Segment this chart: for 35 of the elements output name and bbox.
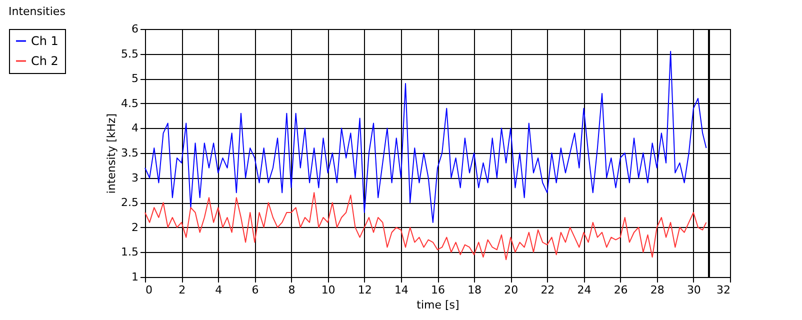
legend-label: Ch 2 bbox=[31, 54, 58, 68]
x-axis-title: time [s] bbox=[416, 298, 460, 312]
x-tick-label: 8 bbox=[288, 284, 296, 296]
x-tick-label: 26 bbox=[614, 284, 628, 296]
y-tick-label: 1 bbox=[132, 270, 138, 284]
x-tick-label: 12 bbox=[358, 284, 372, 296]
y-tick-label: 5 bbox=[132, 72, 138, 86]
x-tick-label: 28 bbox=[650, 284, 664, 296]
y-tick-label: 3.5 bbox=[121, 146, 138, 160]
y-tick-label: 3 bbox=[132, 171, 138, 184]
x-tick-label: 32 bbox=[716, 284, 730, 296]
line-series bbox=[144, 192, 707, 260]
x-tick-label: 18 bbox=[468, 284, 482, 296]
y-tick-label: 2.5 bbox=[121, 196, 138, 210]
y-tick-label: 2 bbox=[132, 220, 138, 234]
y-tick-label: 5.5 bbox=[121, 47, 138, 60]
x-tick-label: 4 bbox=[215, 284, 222, 296]
x-tick-label: 22 bbox=[540, 284, 555, 296]
x-tick-label: 14 bbox=[394, 284, 408, 296]
x-tick-label: 10 bbox=[321, 284, 336, 296]
text: Intensities bbox=[8, 5, 66, 18]
y-tick-label: 6 bbox=[132, 22, 138, 36]
y-tick-label: 4 bbox=[132, 122, 138, 135]
y-axis-title: intensity [kHz] bbox=[105, 113, 118, 194]
x-tick-label: 16 bbox=[431, 284, 445, 296]
x-tick-label: 2 bbox=[178, 284, 186, 296]
x-tick-label: 24 bbox=[577, 284, 592, 296]
y-tick-label: 1.5 bbox=[121, 246, 138, 259]
line-series bbox=[144, 50, 707, 223]
x-tick-label: 20 bbox=[504, 284, 518, 296]
x-tick-label: 0 bbox=[146, 284, 152, 296]
legend-label: Ch 1 bbox=[31, 34, 58, 48]
y-tick-label: 4.5 bbox=[121, 96, 138, 110]
x-tick-label: 6 bbox=[252, 284, 259, 296]
x-tick-label: 30 bbox=[686, 284, 701, 296]
